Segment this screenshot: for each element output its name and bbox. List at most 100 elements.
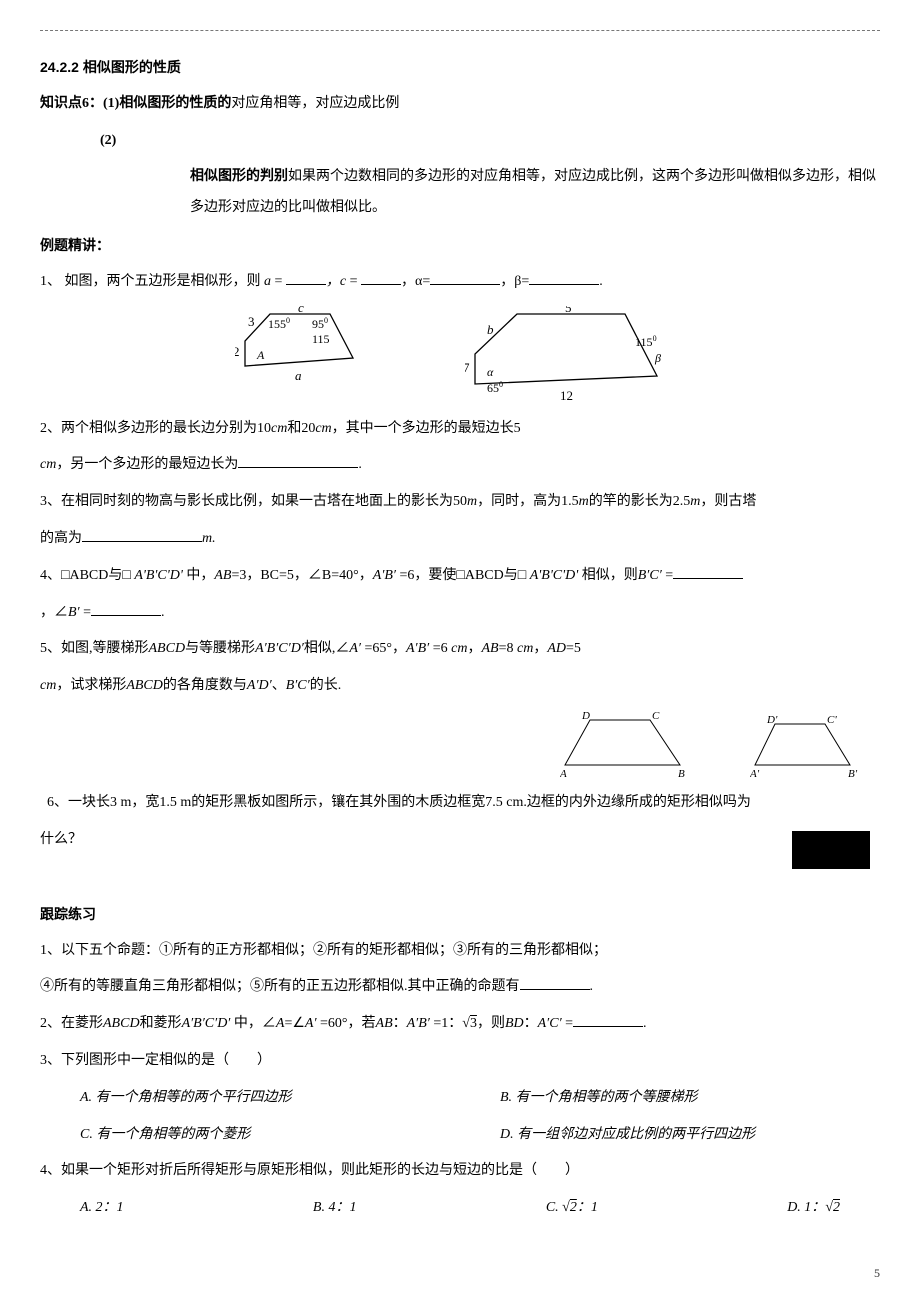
svg-text:b: b (487, 322, 494, 337)
q5-ap: A′ (349, 641, 361, 656)
q6-l2: 什么？ (40, 825, 880, 879)
q5-l2: cm，试求梯形ABCD的各角度数与A′D′、B′C′的长. (40, 671, 880, 702)
f3-C: C. 有一个角相等的两个菱形 (40, 1120, 460, 1151)
svg-text:C': C' (827, 714, 837, 726)
q1-c: ，c (326, 274, 350, 289)
q2-tail: ，其中一个多边形的最短边长5 (332, 421, 521, 436)
f2-bd: BD (505, 1016, 524, 1031)
f3-stem: 3、下列图形中一定相似的是（ ） (40, 1046, 880, 1077)
q6-txt: 6、一块长3 m，宽1.5 m的矩形黑板如图所示，镶在其外围的木质边框宽7.5 … (47, 795, 751, 810)
q2-l2: cm，另一个多边形的最短边长为. (40, 450, 880, 481)
q3-m3: m (690, 494, 700, 509)
q4-ab: AB (214, 568, 231, 583)
q5-cm: cm (451, 641, 467, 656)
q4-tail: 相似，则 (578, 568, 638, 583)
q4-t1: 4、□ABCD与□ (40, 568, 134, 583)
q3-l1: 3、在相同时刻的物高与影长成比例，如果一古塔在地面上的影长为50m，同时，高为1… (40, 487, 880, 518)
q5-l2c: 的各角度数与 (163, 678, 247, 693)
svg-text:115: 115 (312, 332, 330, 346)
q5-ab2v: =8 (499, 641, 517, 656)
svg-text:950: 950 (312, 316, 328, 331)
q5-ab: A′B′ (406, 641, 429, 656)
f1-l1: 1、以下五个命题：①所有的正方形都相似；②所有的矩形都相似；③所有的三角形都相似… (40, 936, 880, 967)
svg-text:α: α (487, 365, 494, 379)
q4-mid: 中， (183, 568, 215, 583)
f3-B: B. 有一个角相等的两个等腰梯形 (460, 1083, 880, 1114)
f2-blank (573, 1012, 643, 1027)
q4-blank1 (673, 564, 743, 579)
f3-row1: A. 有一个角相等的两个平行四边形 B. 有一个角相等的两个等腰梯形 (40, 1083, 880, 1114)
q5-c2: ， (533, 641, 547, 656)
q1-eq2: = (350, 274, 361, 289)
svg-text:12: 12 (560, 388, 573, 403)
q5-a2: A′B′C′D′ (255, 641, 304, 656)
q3-mid2: 的竿的影长为2.5 (589, 494, 691, 509)
kb6-judge-title: 相似图形的判别 (190, 169, 288, 184)
q3-m1: m (467, 494, 477, 509)
q3-mid: ，同时，高为1.5 (477, 494, 579, 509)
q1-figures: c 3 2 a A 1550 950 115 5 b 7 12 α 1150 β… (40, 306, 880, 406)
f2-eq2: = (562, 1016, 573, 1031)
section-title: 24.2.2 相似图形的性质 (40, 52, 880, 83)
q1-eq1: = (275, 274, 286, 289)
q4-l2: ，∠B′ =. (40, 598, 880, 629)
q5-bc: B′C′ (286, 678, 310, 693)
svg-text:a: a (295, 368, 302, 383)
svg-text:5: 5 (565, 306, 572, 315)
q3-blank (82, 527, 202, 542)
q5-apv: =65°， (361, 641, 406, 656)
f4-stem: 4、如果一个矩形对折后所得矩形与原矩形相似，则此矩形的长边与短边的比是（ ） (40, 1156, 880, 1187)
f2-tail: ，则 (477, 1016, 505, 1031)
q4-bc: B′C′ (638, 568, 662, 583)
svg-text:β: β (654, 351, 661, 365)
f4-C: C. √2：1 (546, 1193, 598, 1224)
q4-l2t: ，∠ (40, 605, 68, 620)
svg-text:7: 7 (465, 360, 470, 375)
q5-ab2: AB (481, 641, 498, 656)
f2-col2: ： (524, 1016, 538, 1031)
svg-text:1550: 1550 (268, 316, 290, 331)
q4-apbp2: A'B'C'D' (530, 568, 579, 583)
f3-row2: C. 有一个角相等的两个菱形 D. 有一组邻边对应成比例的两平行四边形 (40, 1120, 880, 1151)
q5-abcd: ABCD (149, 641, 186, 656)
q1-blank-al (430, 270, 500, 285)
f2-ab2: A′B′ (407, 1016, 430, 1031)
q4-apbp: A'B'C'D' (134, 568, 183, 583)
kb6-label: 知识点6：(1)相似图形的性质的 (40, 96, 231, 111)
svg-text:B': B' (848, 768, 858, 780)
svg-text:2: 2 (235, 344, 240, 359)
page-top-dash (40, 30, 880, 32)
q6-l2t: 什么？ (40, 832, 82, 847)
q2-l2b: ，另一个多边形的最短边长为 (56, 457, 238, 472)
q1: 1、 如图，两个五边形是相似形，则 a = ，c = ，α=，β=. (40, 267, 880, 298)
svg-text:A: A (256, 348, 265, 362)
svg-text:D: D (581, 710, 590, 722)
svg-text:C: C (652, 710, 660, 722)
f2-val: =60°，若 (317, 1016, 376, 1031)
q4-ab2: A′B′ (373, 568, 396, 583)
f1-blank (520, 975, 590, 990)
q5-l2b: ，试求梯形 (56, 678, 126, 693)
f2-Ap: A′ (305, 1016, 317, 1031)
q2-mid: 和20 (287, 421, 315, 436)
f2-mid2: 中，∠ (230, 1016, 276, 1031)
q4-l1: 4、□ABCD与□ A'B'C'D' 中，AB=3，BC=5，∠B=40°，A′… (40, 561, 880, 592)
kb6-rest: 对应角相等，对应边成比例 (231, 96, 399, 111)
q5-l1: 5、如图,等腰梯形ABCD与等腰梯形A′B′C′D′相似,∠A′ =65°，A′… (40, 634, 880, 665)
q3-m2: m (579, 494, 589, 509)
q1-a: a (261, 274, 275, 289)
q4-eq2: = (80, 605, 91, 620)
q1-pre: 1、 如图，两个五边形是相似形，则 (40, 274, 261, 289)
svg-text:A: A (560, 768, 567, 780)
svg-text:B: B (678, 768, 685, 780)
q5-ad2: A′D′ (247, 678, 272, 693)
q1-blank-c (361, 270, 401, 285)
f2-ab: AB (376, 1016, 393, 1031)
f2-a2: A′B′C′D′ (182, 1016, 231, 1031)
f2-ac: A′C′ (538, 1016, 562, 1031)
f4-B: B. 4：1 (313, 1193, 357, 1224)
f2-abcd: ABCD (103, 1016, 140, 1031)
f3-D: D. 有一组邻边对应成比例的两平行四边形 (460, 1120, 880, 1151)
kb6-line1: 知识点6：(1)相似图形的性质的对应角相等，对应边成比例 (40, 89, 880, 120)
q5-adv: =5 (566, 641, 581, 656)
